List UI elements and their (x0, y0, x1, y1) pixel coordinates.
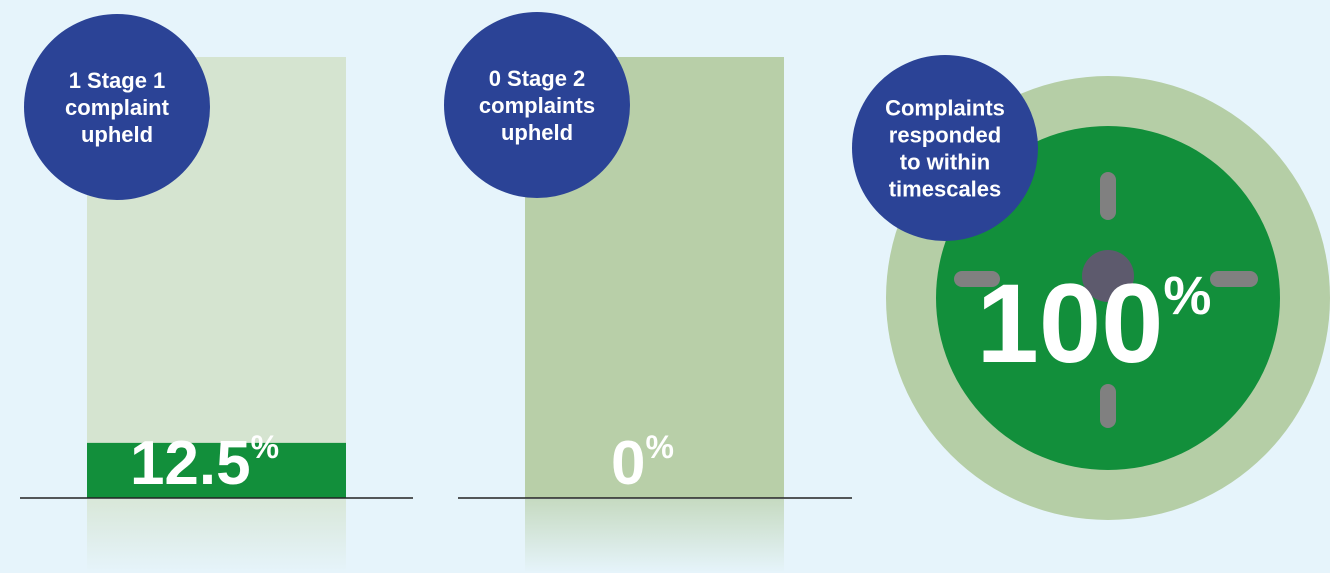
unit: % (1163, 266, 1211, 326)
panel-label: upheld (501, 120, 573, 145)
panel-label: timescales (889, 177, 1002, 202)
panel-label: 0 Stage 2 (489, 66, 586, 91)
panel-label: complaint (65, 95, 170, 120)
label-bubble (444, 12, 630, 198)
panel-label: Complaints (885, 96, 1005, 121)
panel-label: 1 Stage 1 (69, 68, 166, 93)
panel-label: to within (900, 150, 990, 175)
unit: % (251, 429, 279, 465)
gauge-ticks (954, 172, 1258, 428)
reflection (525, 499, 784, 573)
label-bubble (852, 55, 1038, 241)
gauge-hub (1082, 250, 1134, 302)
bar (87, 442, 346, 498)
panel-label: complaints (479, 93, 595, 118)
reflection (87, 499, 346, 573)
value: 12.5 (130, 429, 251, 498)
value-label: 12.5% (130, 429, 279, 498)
panel-label: responded (889, 123, 1001, 148)
value: 100 (977, 261, 1164, 386)
panel-label: upheld (81, 122, 153, 147)
value-label: 0% (611, 429, 674, 498)
unit: % (646, 429, 674, 465)
value: 0 (611, 429, 645, 498)
value-label: 100% (977, 261, 1212, 386)
label-bubble (24, 14, 210, 200)
